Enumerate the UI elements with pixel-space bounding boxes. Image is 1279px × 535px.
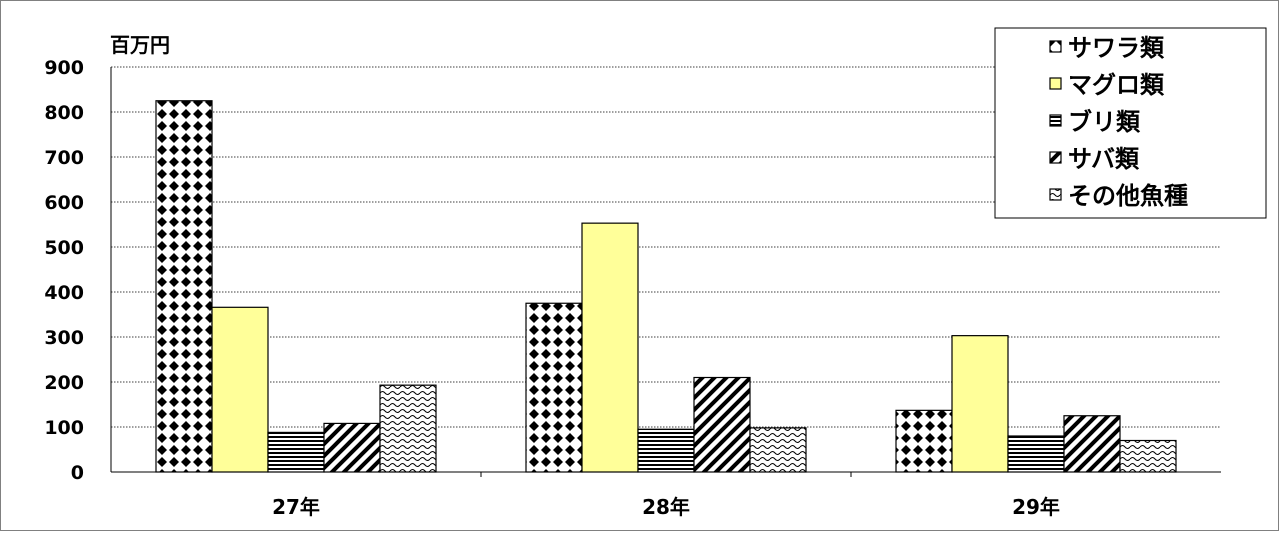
- bar-2-0: [267, 431, 325, 473]
- y-tick-label: 900: [44, 57, 84, 79]
- legend-swatch: [1049, 114, 1062, 127]
- legend-label: ブリ類: [1068, 108, 1141, 136]
- bar-3-2: [1063, 415, 1121, 473]
- bar-0-1: [525, 302, 583, 473]
- bar-0-0: [155, 100, 213, 473]
- bar-1-0: [211, 306, 269, 473]
- bar-4-0: [379, 384, 437, 473]
- legend-swatch: [1049, 151, 1062, 164]
- y-unit-label: 百万円: [110, 33, 170, 57]
- y-tick-labels: 0 100 200 300 400 500 600 700 800 900: [44, 57, 84, 484]
- x-tick-label: 29年: [1012, 495, 1060, 519]
- y-tick-label: 300: [44, 327, 84, 349]
- legend-label: サワラ類: [1068, 34, 1165, 62]
- y-tick-label: 700: [44, 147, 84, 169]
- bar-3-0: [323, 422, 381, 473]
- bars: [155, 100, 1177, 473]
- legend-label: マグロ類: [1068, 71, 1165, 99]
- bar-2-1: [637, 428, 695, 473]
- bar-0-2: [895, 409, 953, 473]
- x-tick-label: 28年: [642, 495, 690, 519]
- legend-label: その他魚種: [1068, 182, 1188, 210]
- legend-swatch: [1049, 77, 1062, 90]
- y-tick-label: 600: [44, 192, 84, 214]
- legend-swatch: [1049, 188, 1062, 201]
- y-tick-label: 500: [44, 237, 84, 259]
- y-tick-label: 100: [44, 417, 84, 439]
- legend-label: サバ類: [1068, 145, 1140, 173]
- axes: [110, 67, 1221, 477]
- bar-1-2: [951, 335, 1009, 473]
- bar-4-2: [1119, 439, 1177, 473]
- bar-2-2: [1007, 435, 1065, 473]
- x-tick-label: 27年: [272, 495, 320, 519]
- bar-1-1: [581, 222, 639, 473]
- y-tick-label: 200: [44, 372, 84, 394]
- x-tick-labels: 27年 28年 29年: [272, 495, 1060, 519]
- y-tick-label: 400: [44, 282, 84, 304]
- legend-swatch: [1049, 40, 1062, 53]
- bar-4-1: [749, 427, 807, 473]
- y-tick-label: 800: [44, 102, 84, 124]
- y-tick-label: 0: [71, 462, 84, 484]
- legend-box: [994, 27, 1267, 219]
- bar-3-1: [693, 376, 751, 473]
